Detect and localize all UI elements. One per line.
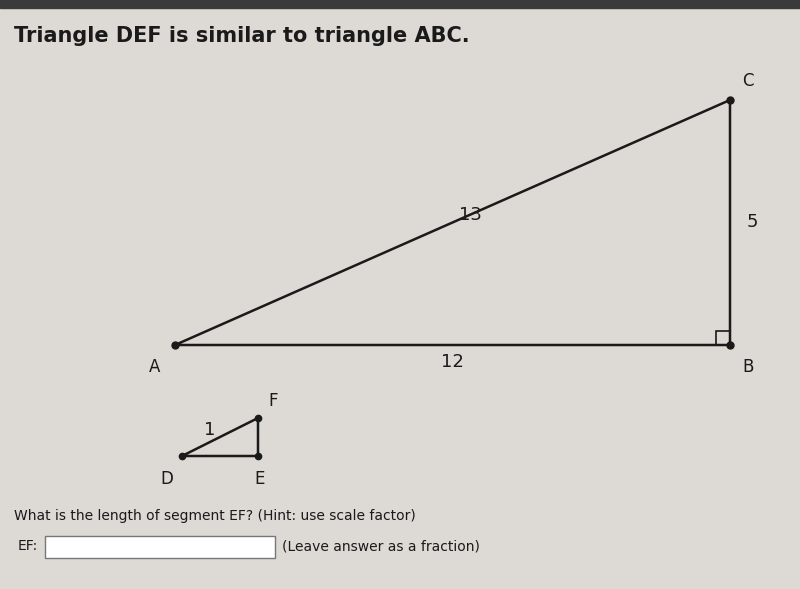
Text: B: B xyxy=(742,358,754,376)
Text: (Leave answer as a fraction): (Leave answer as a fraction) xyxy=(282,540,480,554)
Text: 1: 1 xyxy=(204,421,216,439)
Text: A: A xyxy=(149,358,160,376)
Text: Triangle DEF is similar to triangle ABC.: Triangle DEF is similar to triangle ABC. xyxy=(14,26,470,46)
Text: F: F xyxy=(268,392,278,410)
Text: What is the length of segment EF? (Hint: use scale factor): What is the length of segment EF? (Hint:… xyxy=(14,509,416,523)
Text: C: C xyxy=(742,72,754,90)
Bar xyxy=(0,0,800,8)
Text: EF:: EF: xyxy=(18,539,38,553)
Text: 12: 12 xyxy=(441,353,463,371)
Text: D: D xyxy=(161,470,174,488)
Bar xyxy=(45,536,275,558)
Text: 5: 5 xyxy=(746,213,758,231)
Text: 13: 13 xyxy=(458,206,482,224)
Text: E: E xyxy=(255,470,265,488)
